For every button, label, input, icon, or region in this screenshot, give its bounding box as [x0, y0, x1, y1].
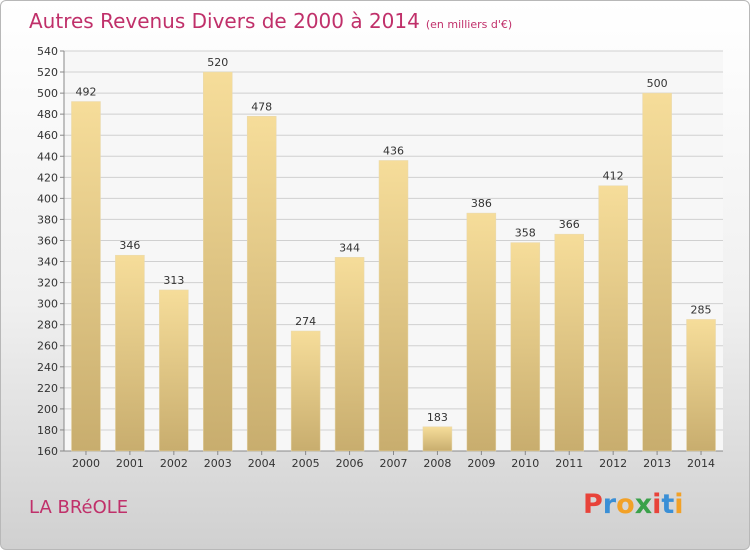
- y-tick-label: 160: [37, 445, 58, 458]
- bar-value-label: 520: [207, 56, 228, 69]
- y-tick-label: 520: [37, 66, 58, 79]
- bar: [203, 71, 233, 452]
- bar: [510, 242, 541, 452]
- bar: [642, 92, 672, 452]
- place-name: LA BRéOLE: [29, 497, 129, 518]
- chart-title: Autres Revenus Divers de 2000 à 2014 (en …: [29, 9, 512, 33]
- bar: [466, 212, 497, 452]
- bar: [71, 101, 101, 452]
- bar-value-label: 386: [471, 197, 492, 210]
- bar-value-label: 478: [251, 100, 272, 113]
- bar: [598, 185, 628, 452]
- bar: [290, 330, 321, 452]
- x-tick-label: 2006: [336, 457, 364, 470]
- logo-letter: i: [674, 489, 684, 520]
- bar-value-label: 412: [603, 170, 624, 183]
- bar-value-label: 183: [427, 411, 448, 424]
- x-tick-label: 2000: [72, 457, 100, 470]
- bar: [159, 289, 189, 452]
- x-tick-label: 2009: [467, 457, 495, 470]
- y-tick-label: 280: [37, 319, 58, 332]
- x-tick-label: 2005: [292, 457, 320, 470]
- y-tick-label: 540: [37, 45, 58, 58]
- bar-value-label: 313: [163, 274, 184, 287]
- y-tick-label: 360: [37, 234, 58, 247]
- x-tick-label: 2014: [687, 457, 715, 470]
- y-tick-label: 220: [37, 382, 58, 395]
- x-tick-label: 2010: [511, 457, 539, 470]
- logo-letter: r: [602, 489, 617, 520]
- bar-value-label: 344: [339, 241, 360, 254]
- logo-letter: o: [616, 489, 635, 520]
- y-tick-label: 440: [37, 150, 58, 163]
- y-tick-label: 340: [37, 256, 58, 269]
- bar: [115, 254, 145, 452]
- y-tick-label: 180: [37, 424, 58, 437]
- bar-value-label: 500: [647, 77, 668, 90]
- y-tick-label: 400: [37, 192, 58, 205]
- proxiti-logo: Proxiti: [583, 489, 684, 520]
- x-tick-label: 2013: [643, 457, 671, 470]
- x-tick-label: 2001: [116, 457, 144, 470]
- x-tick-label: 2012: [599, 457, 627, 470]
- y-tick-label: 240: [37, 361, 58, 374]
- y-tick-label: 260: [37, 340, 58, 353]
- bar-value-label: 358: [515, 227, 536, 240]
- bar-value-label: 436: [383, 144, 404, 157]
- bar-value-label: 285: [691, 303, 712, 316]
- x-tick-label: 2003: [204, 457, 232, 470]
- y-tick-label: 500: [37, 87, 58, 100]
- logo-letter: P: [583, 489, 603, 520]
- bar: [246, 116, 277, 452]
- y-tick-label: 460: [37, 129, 58, 142]
- bar: [686, 319, 716, 452]
- bar-value-label: 492: [75, 86, 96, 99]
- logo-letter: t: [661, 489, 675, 520]
- y-tick-label: 380: [37, 213, 58, 226]
- x-tick-label: 2007: [380, 457, 408, 470]
- x-tick-label: 2011: [555, 457, 583, 470]
- bar: [422, 426, 453, 452]
- title-unit: (en milliers d'€): [425, 18, 513, 31]
- x-tick-label: 2002: [160, 457, 188, 470]
- y-tick-label: 420: [37, 171, 58, 184]
- y-tick-label: 200: [37, 403, 58, 416]
- x-tick-label: 2008: [423, 457, 451, 470]
- title-text: Autres Revenus Divers de 2000 à 2014: [29, 9, 420, 33]
- x-tick-label: 2004: [248, 457, 276, 470]
- bar-value-label: 274: [295, 315, 316, 328]
- y-tick-label: 320: [37, 277, 58, 290]
- bar-value-label: 346: [119, 239, 140, 252]
- bar: [378, 160, 409, 452]
- y-tick-label: 480: [37, 108, 58, 121]
- logo-letter: x: [634, 489, 653, 520]
- bar-value-label: 366: [559, 218, 580, 231]
- logo-letter: i: [652, 489, 662, 520]
- y-tick-label: 300: [37, 298, 58, 311]
- bar: [554, 233, 584, 452]
- bar: [334, 257, 365, 452]
